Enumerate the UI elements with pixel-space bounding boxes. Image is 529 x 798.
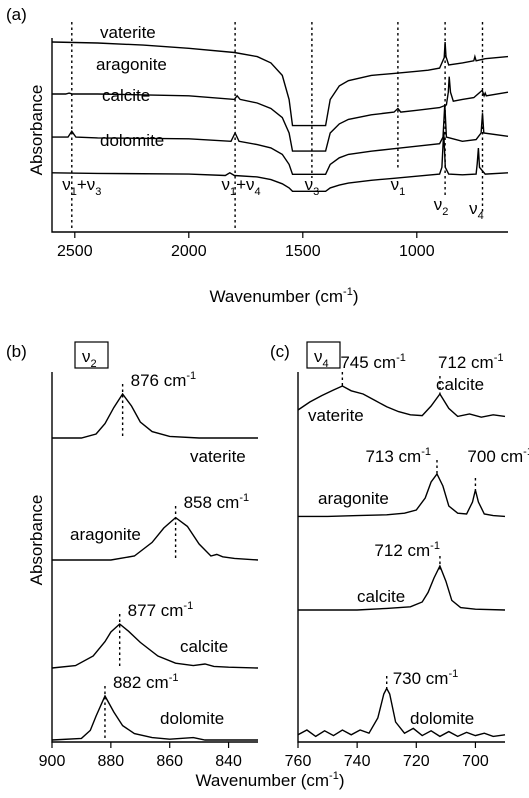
panel-c-series-label-aragonite: aragonite: [318, 489, 389, 508]
panel-c-series-label-calcite: calcite: [357, 587, 405, 606]
panel-c-xtick-label: 700: [462, 753, 489, 770]
panel-label-c: (c): [270, 342, 290, 361]
panel-b-band-box: [74, 341, 109, 369]
panel-b-peak-label: 876 cm-1: [131, 370, 197, 390]
panel-b-series-label-calcite: calcite: [180, 637, 228, 656]
panel-a-series-label-aragonite: aragonite: [96, 55, 167, 74]
panel-a-series-label-vaterite: vaterite: [100, 23, 156, 42]
panel-a-series-label-calcite: calcite: [102, 86, 150, 105]
panel-c-trace-dolomite: [297, 686, 506, 738]
panel-a-xtick-label: 1500: [285, 243, 321, 260]
panel-b-series-label-vaterite: vaterite: [190, 447, 246, 466]
panel-c-band-box: [306, 341, 341, 369]
panel-a-xtick-label: 1000: [399, 243, 435, 260]
panel-b-peak-label: 882 cm-1: [113, 672, 179, 692]
panel-label-a: (a): [6, 5, 27, 24]
panel-a-ylabel: Absorbance: [27, 85, 46, 176]
panel-b-series-label-aragonite: aragonite: [70, 525, 141, 544]
panel-b-band-label: ν2: [82, 347, 97, 370]
panel-b-trace-aragonite: [52, 516, 259, 561]
panel-b-ylabel: Absorbance: [27, 495, 46, 586]
panel-c-peak-label: 713 cm-1: [365, 446, 431, 466]
panel-c-band-label: ν4: [314, 347, 329, 370]
panel-a-band-label: ν4: [469, 199, 484, 222]
bottom-xlabel: Wavenumber (cm-1): [196, 770, 345, 790]
panel-c-series-label-vaterite: vaterite: [308, 406, 364, 425]
panel-a-band-label: ν3: [305, 175, 320, 198]
panel-c-trace-calcite: [298, 564, 506, 611]
panel-a-trace-aragonite: [52, 76, 509, 152]
panel-a-xtick-label: 2500: [57, 243, 93, 260]
panel-c-peak-label: 745 cm-1: [340, 352, 406, 372]
panel-b-xtick-label: 880: [98, 753, 125, 770]
panel-c: ν4 760 740 720 700 745 cm-1 712 cm-1 calcite v…: [285, 341, 529, 770]
panel-c-xtick-label: 760: [285, 753, 312, 770]
panel-c-trace-vaterite: [297, 385, 506, 418]
panel-a: Absorbance 2500 2000 1500 1000 vaterite arag…: [27, 22, 509, 306]
panel-b-xtick-label: 860: [156, 753, 183, 770]
panel-c-peak-label: calcite: [436, 375, 484, 394]
panel-c-xtick-label: 740: [344, 753, 371, 770]
panel-b-series-label-dolomite: dolomite: [160, 709, 224, 728]
panel-c-series-label-dolomite: dolomite: [410, 709, 474, 728]
panel-c-xtick-label: 720: [403, 753, 430, 770]
panel-b-trace-dolomite: [51, 694, 258, 741]
panel-c-peak-label: 712 cm-1: [374, 540, 440, 560]
panel-b-peak-label: 858 cm-1: [184, 492, 250, 512]
panel-a-band-label: ν1+ν4: [221, 175, 260, 198]
panel-label-b: (b): [6, 342, 27, 361]
panel-a-trace-calcite: [52, 104, 509, 175]
panel-b: ν2 Absorbance 900 880 860 840 876 cm-1 vater…: [27, 341, 259, 770]
panel-a-band-label: ν2: [434, 195, 449, 218]
panel-a-band-label: ν1+ν3: [62, 175, 101, 198]
panel-b-peak-label: 877 cm-1: [128, 600, 194, 620]
panel-a-band-label: ν1: [391, 175, 406, 198]
panel-a-series-label-dolomite: dolomite: [100, 131, 164, 150]
panel-a-xtick-label: 2000: [171, 243, 207, 260]
panel-b-trace-vaterite: [52, 392, 258, 439]
panel-a-axes: [51, 38, 508, 233]
panel-b-xtick-label: 900: [39, 753, 66, 770]
panel-c-trace-aragonite: [298, 472, 506, 518]
panel-a-trace-vaterite: [51, 41, 509, 127]
panel-a-trace-dolomite: [51, 131, 509, 192]
panel-c-peak-label: 712 cm-1: [438, 352, 504, 372]
panel-c-peak-label: 700 cm-1: [467, 446, 529, 466]
panel-c-peak-label: 730 cm-1: [393, 668, 459, 688]
panel-b-xtick-label: 840: [215, 753, 242, 770]
panel-a-xlabel: Wavenumber (cm-1): [210, 286, 359, 306]
panel-b-trace-calcite: [51, 623, 259, 669]
